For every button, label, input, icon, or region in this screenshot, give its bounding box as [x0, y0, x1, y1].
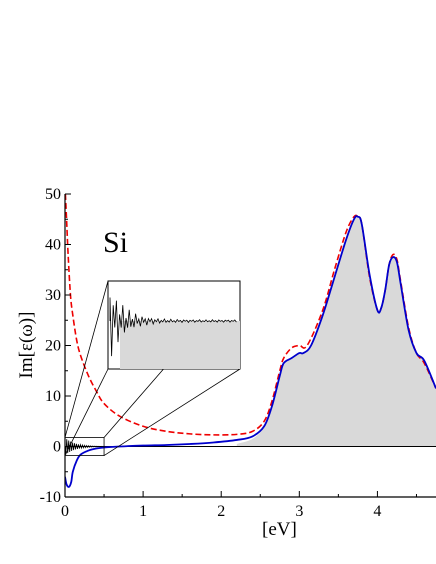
zoom-connector [64, 280, 109, 438]
y-tick-label: 20 [45, 338, 61, 355]
series-line-layer [65, 194, 436, 488]
x-tick-label: 4 [373, 503, 381, 520]
zoom-inset [64, 280, 241, 456]
inset-noisy-trace [109, 297, 237, 357]
shaded-area-layer [236, 216, 436, 447]
noisy-trace [65, 439, 104, 455]
y-tick-label: 10 [45, 388, 61, 405]
y-axis-label: Im[ε(ω)] [16, 312, 37, 379]
inset-shaded [120, 321, 240, 369]
noise-layer [65, 439, 104, 455]
annotation-label: Si [103, 226, 128, 259]
x-tick-label: 0 [61, 503, 69, 520]
x-tick-label: 3 [295, 503, 303, 520]
y-tick-label: 40 [45, 237, 61, 254]
series-line-blue [65, 215, 436, 488]
y-tick-label: 50 [45, 186, 61, 203]
x-tick-label: 2 [217, 503, 225, 520]
y-tick-label: -10 [40, 489, 61, 506]
x-tick-label: 1 [139, 503, 147, 520]
shaded-area [236, 216, 436, 447]
zoom-connector [103, 368, 241, 456]
x-axis-label: [eV] [262, 519, 297, 540]
y-tick-label: 0 [53, 439, 61, 456]
y-tick-label: 30 [45, 287, 61, 304]
zoom-connector [64, 368, 109, 456]
